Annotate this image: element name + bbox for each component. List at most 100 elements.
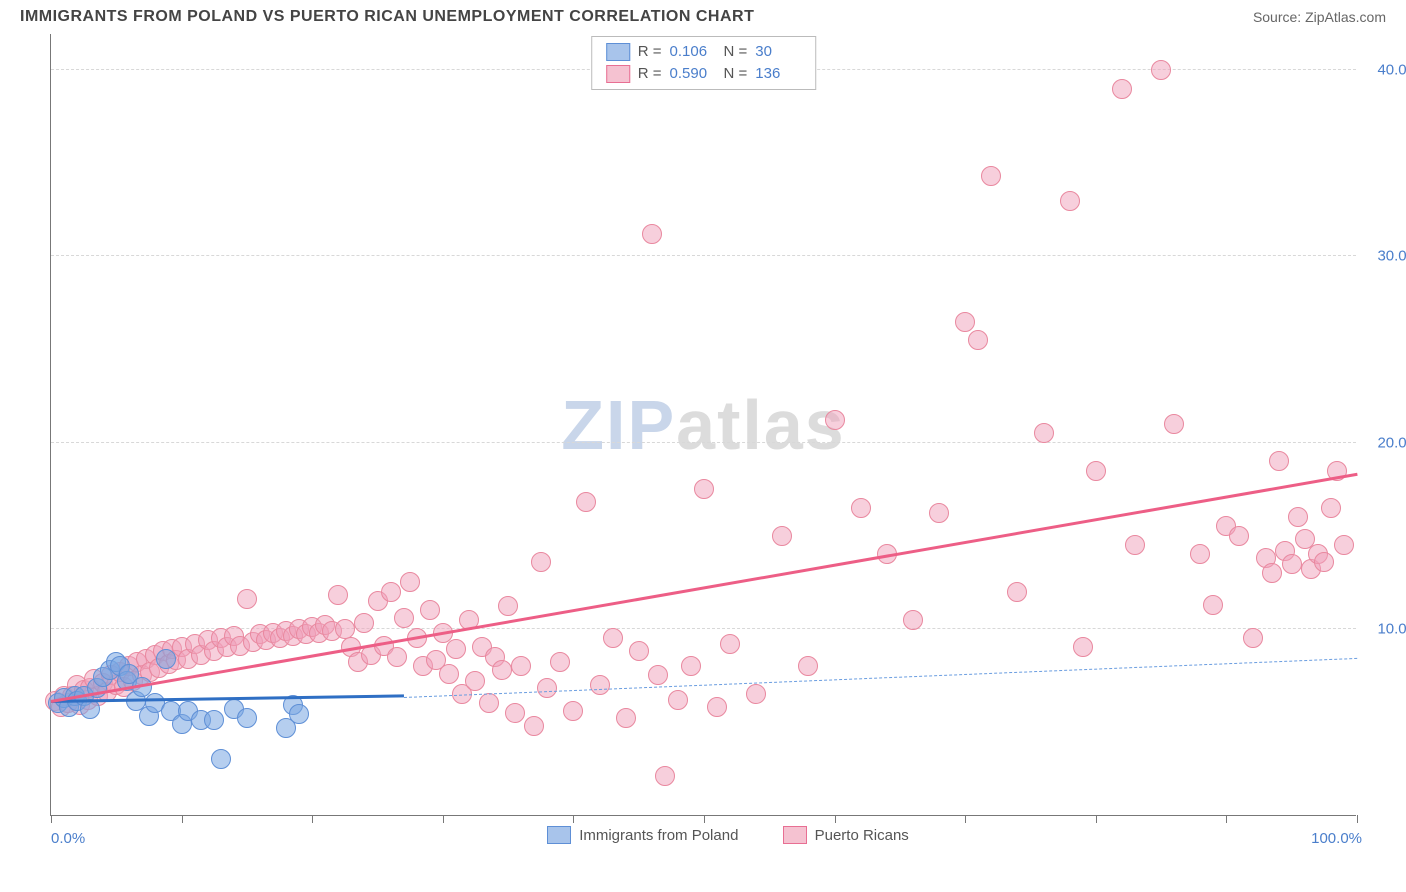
scatter-point-puerto_rican: [381, 582, 401, 602]
legend-item-poland: Immigrants from Poland: [547, 826, 738, 844]
correlation-legend: R = 0.106 N = 30 R = 0.590 N = 136: [591, 36, 817, 90]
scatter-point-puerto_rican: [694, 479, 714, 499]
scatter-point-puerto_rican: [772, 526, 792, 546]
scatter-point-puerto_rican: [1243, 628, 1263, 648]
scatter-point-puerto_rican: [439, 664, 459, 684]
scatter-point-puerto_rican: [648, 665, 668, 685]
gridline-h: [51, 628, 1356, 629]
gridline-h: [51, 255, 1356, 256]
y-tick-label: 40.0%: [1377, 62, 1406, 79]
scatter-point-puerto_rican: [1007, 582, 1027, 602]
watermark: ZIPatlas: [561, 385, 845, 465]
scatter-point-puerto_rican: [1125, 535, 1145, 555]
legend-label-pr: Puerto Ricans: [815, 827, 909, 844]
x-tick: [51, 815, 52, 823]
scatter-point-puerto_rican: [420, 600, 440, 620]
scatter-point-puerto_rican: [1282, 554, 1302, 574]
scatter-point-puerto_rican: [825, 410, 845, 430]
scatter-point-puerto_rican: [1190, 544, 1210, 564]
scatter-plot: ZIPatlas R = 0.106 N = 30 R = 0.590 N = …: [50, 34, 1356, 816]
scatter-point-poland: [156, 649, 176, 669]
scatter-point-puerto_rican: [668, 690, 688, 710]
x-tick: [443, 815, 444, 823]
scatter-point-puerto_rican: [394, 608, 414, 628]
legend-swatch-pr: [606, 65, 630, 83]
x-tick: [704, 815, 705, 823]
scatter-point-puerto_rican: [1288, 507, 1308, 527]
scatter-point-puerto_rican: [498, 596, 518, 616]
scatter-point-puerto_rican: [537, 678, 557, 698]
scatter-point-poland: [237, 708, 257, 728]
x-tick: [835, 815, 836, 823]
scatter-point-puerto_rican: [629, 641, 649, 661]
scatter-point-puerto_rican: [576, 492, 596, 512]
x-tick: [965, 815, 966, 823]
scatter-point-puerto_rican: [1262, 563, 1282, 583]
scatter-point-puerto_rican: [968, 330, 988, 350]
scatter-point-puerto_rican: [524, 716, 544, 736]
scatter-point-puerto_rican: [511, 656, 531, 676]
scatter-point-puerto_rican: [237, 589, 257, 609]
scatter-point-puerto_rican: [981, 166, 1001, 186]
x-tick: [1226, 815, 1227, 823]
scatter-point-puerto_rican: [505, 703, 525, 723]
legend-n-value-pr: 136: [755, 63, 801, 85]
legend-row-poland: R = 0.106 N = 30: [606, 41, 802, 63]
legend-r-value-poland: 0.106: [670, 41, 716, 63]
scatter-point-puerto_rican: [563, 701, 583, 721]
chart-title: IMMIGRANTS FROM POLAND VS PUERTO RICAN U…: [20, 8, 754, 26]
scatter-point-puerto_rican: [655, 766, 675, 786]
gridline-h: [51, 442, 1356, 443]
scatter-point-puerto_rican: [603, 628, 623, 648]
scatter-point-puerto_rican: [1034, 423, 1054, 443]
legend-swatch-icon: [783, 826, 807, 844]
y-tick-label: 20.0%: [1377, 434, 1406, 451]
scatter-point-puerto_rican: [1203, 595, 1223, 615]
scatter-point-puerto_rican: [903, 610, 923, 630]
scatter-point-puerto_rican: [681, 656, 701, 676]
source-label: Source:: [1253, 9, 1301, 25]
source-attribution: Source: ZipAtlas.com: [1253, 9, 1386, 25]
scatter-point-puerto_rican: [492, 660, 512, 680]
scatter-point-puerto_rican: [354, 613, 374, 633]
scatter-point-puerto_rican: [1112, 79, 1132, 99]
x-tick: [1096, 815, 1097, 823]
scatter-point-puerto_rican: [590, 675, 610, 695]
chart-container: Unemployment ZIPatlas R = 0.106 N = 30 R…: [50, 34, 1406, 816]
series-legend: Immigrants from Poland Puerto Ricans: [50, 826, 1406, 848]
scatter-point-puerto_rican: [1314, 552, 1334, 572]
legend-r-label: R =: [638, 63, 662, 85]
watermark-atlas: atlas: [676, 386, 846, 464]
scatter-point-puerto_rican: [1229, 526, 1249, 546]
scatter-point-puerto_rican: [550, 652, 570, 672]
legend-r-label: R =: [638, 41, 662, 63]
scatter-point-puerto_rican: [1060, 191, 1080, 211]
scatter-point-puerto_rican: [720, 634, 740, 654]
legend-n-label: N =: [724, 63, 748, 85]
scatter-point-puerto_rican: [1086, 461, 1106, 481]
scatter-point-puerto_rican: [642, 224, 662, 244]
legend-row-pr: R = 0.590 N = 136: [606, 63, 802, 85]
scatter-point-puerto_rican: [1334, 535, 1354, 555]
legend-item-pr: Puerto Ricans: [783, 826, 909, 844]
x-tick: [312, 815, 313, 823]
chart-header: IMMIGRANTS FROM POLAND VS PUERTO RICAN U…: [0, 0, 1406, 30]
scatter-point-puerto_rican: [746, 684, 766, 704]
scatter-point-puerto_rican: [1164, 414, 1184, 434]
scatter-point-puerto_rican: [1321, 498, 1341, 518]
scatter-point-poland: [289, 704, 309, 724]
legend-n-label: N =: [724, 41, 748, 63]
scatter-point-puerto_rican: [328, 585, 348, 605]
scatter-point-puerto_rican: [929, 503, 949, 523]
legend-swatch-poland: [606, 43, 630, 61]
scatter-point-puerto_rican: [335, 619, 355, 639]
x-tick: [573, 815, 574, 823]
scatter-point-puerto_rican: [479, 693, 499, 713]
scatter-point-puerto_rican: [955, 312, 975, 332]
scatter-point-puerto_rican: [616, 708, 636, 728]
scatter-point-puerto_rican: [798, 656, 818, 676]
y-tick-label: 10.0%: [1377, 620, 1406, 637]
legend-swatch-icon: [547, 826, 571, 844]
watermark-zip: ZIP: [561, 386, 676, 464]
legend-n-value-poland: 30: [755, 41, 801, 63]
